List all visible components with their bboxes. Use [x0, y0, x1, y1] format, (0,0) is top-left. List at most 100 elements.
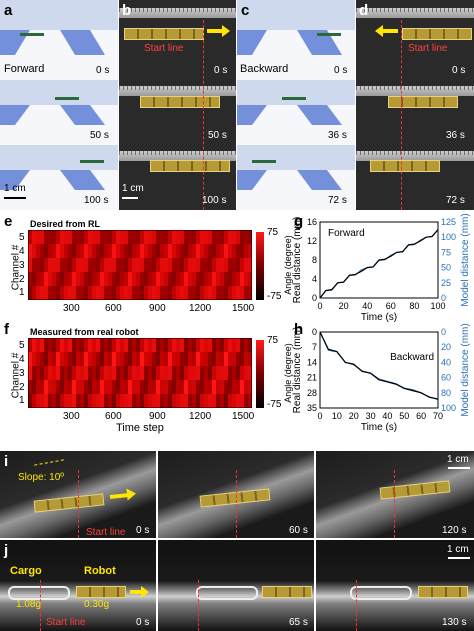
heatmap-cell — [208, 338, 213, 353]
start-line — [236, 470, 237, 538]
arrow-right-icon — [207, 29, 223, 33]
robot — [140, 96, 220, 108]
heatmap-cell — [128, 380, 133, 395]
time-label: 130 s — [442, 617, 467, 628]
ruler — [119, 86, 236, 96]
y-axis-label: Real distance (mm) — [292, 327, 303, 414]
heatmap-cell — [56, 352, 61, 367]
heatmap-cell — [48, 286, 53, 300]
heatmap-cell — [32, 366, 37, 381]
start-line-label: Start line — [144, 43, 184, 54]
heatmap-cell — [172, 366, 177, 381]
heatmap-cell — [120, 286, 125, 300]
heatmap-cell — [52, 352, 57, 367]
heatmap-cell — [236, 230, 241, 245]
heatmap-cell — [216, 380, 221, 395]
heatmap-cell — [100, 286, 105, 300]
heatmap-cell — [120, 366, 125, 381]
heatmap-cell — [40, 380, 45, 395]
heatmap-cell — [140, 380, 145, 395]
heatmap-cell — [204, 352, 209, 367]
heatmap-cell — [244, 338, 249, 353]
heatmap-cell — [40, 286, 45, 300]
heatmap-cell — [172, 394, 177, 408]
heatmap-cell — [84, 272, 89, 287]
heatmap-cell — [200, 258, 205, 273]
heatmap-cell — [156, 244, 161, 259]
heatmap-cell — [116, 366, 121, 381]
heatmap-cell — [92, 394, 97, 408]
heatmap-cell — [96, 258, 101, 273]
heatmap-cell — [180, 230, 185, 245]
heatmap-cell — [128, 258, 133, 273]
heatmap-cell — [212, 272, 217, 287]
heatmap-desired — [28, 230, 252, 300]
time-label: 0 s — [96, 65, 110, 76]
heatmap-cell — [92, 244, 97, 259]
heatmap-cell — [40, 394, 45, 408]
slope-label: Slope: 10º — [18, 472, 64, 483]
heatmap-cell — [148, 338, 153, 353]
panel-letter-g: g — [294, 213, 304, 230]
heatmap-cell — [232, 352, 237, 367]
heatmap-cell — [56, 380, 61, 395]
heatmap-cell — [68, 272, 73, 287]
heatmap-cell — [60, 244, 65, 259]
heatmap-cell — [208, 352, 213, 367]
heatmap-cell — [92, 352, 97, 367]
heatmap-cell — [28, 338, 33, 353]
heatmap-cell — [36, 286, 41, 300]
heatmap-cell — [168, 272, 173, 287]
heatmap-cell — [28, 272, 33, 287]
heatmap-cell — [248, 380, 252, 395]
heatmap-cell — [156, 230, 161, 245]
heatmap-cell — [212, 352, 217, 367]
heatmap-cell — [160, 258, 165, 273]
y2tick: 75 — [441, 247, 451, 257]
heatmap-cell — [124, 338, 129, 353]
cargo-mass: 1.08g — [16, 599, 42, 610]
heatmap-cell — [216, 338, 221, 353]
heatmap-cell — [152, 352, 157, 367]
heatmap-cell — [244, 366, 249, 381]
heatmap-cell — [60, 230, 65, 245]
plot-frame — [319, 331, 439, 409]
heatmap-cell — [248, 272, 252, 287]
legend-label: Forward — [328, 228, 365, 239]
heatmap-cell — [208, 380, 213, 395]
heatmap-cell — [184, 230, 189, 245]
xtick: 20 — [349, 411, 359, 421]
heatmap-cell — [28, 394, 33, 408]
heatmap-cell — [124, 286, 129, 300]
heatmap-cell — [248, 352, 252, 367]
forward-label: Forward — [4, 63, 45, 75]
heatmap-cell — [52, 338, 57, 353]
heatmap-cell — [116, 244, 121, 259]
ytick: 2 — [19, 382, 25, 393]
heatmap-cell — [236, 286, 241, 300]
ytick: 12 — [307, 236, 317, 246]
heatmap-cell — [176, 380, 181, 395]
heatmap-cell — [44, 352, 49, 367]
heatmap-cell — [84, 380, 89, 395]
heatmap-cell — [248, 258, 252, 273]
heatmap-cell — [96, 366, 101, 381]
heatmap-cell — [32, 380, 37, 395]
heatmap-cell — [196, 244, 201, 259]
heatmap-cell — [184, 366, 189, 381]
heatmap-cell — [72, 272, 77, 287]
heatmap-cell — [60, 338, 65, 353]
ytick: 0 — [312, 327, 317, 337]
heatmap-cell — [152, 394, 157, 408]
heatmap-cell — [168, 366, 173, 381]
heatmap-cell — [76, 286, 81, 300]
y2tick: 50 — [441, 263, 451, 273]
heatmap-cell — [192, 286, 197, 300]
ruler — [119, 8, 236, 18]
heatmap-cell — [136, 230, 141, 245]
heatmap-cell — [172, 272, 177, 287]
panel-letter-c: c — [241, 2, 250, 19]
photo-cargo-frame-2 — [158, 540, 314, 631]
heatmap-cell — [32, 286, 37, 300]
heatmap-cell — [208, 286, 213, 300]
